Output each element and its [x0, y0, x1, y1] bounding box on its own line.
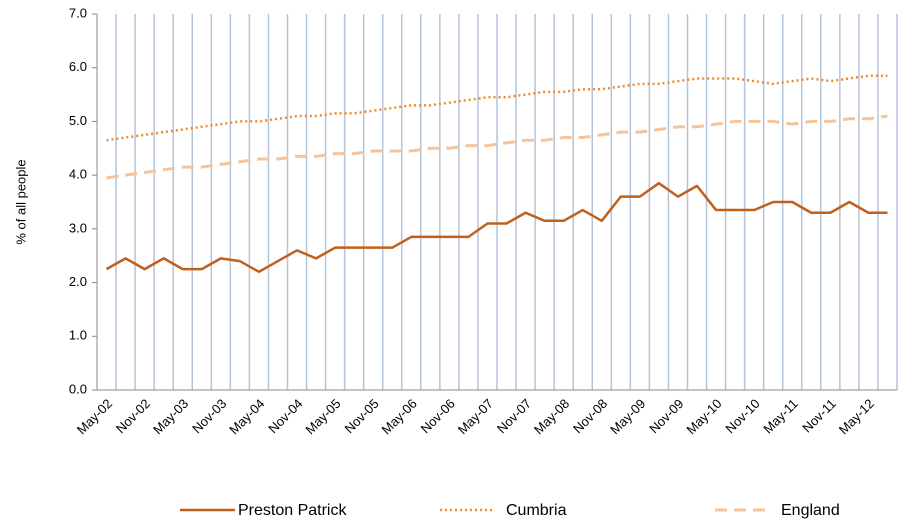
x-tick-label: Nov-08	[570, 396, 610, 436]
series-line	[105, 181, 888, 274]
x-tick-label: Nov-10	[722, 396, 762, 436]
legend-label: Preston Patrick	[238, 502, 347, 519]
x-tick-label: Nov-03	[189, 396, 229, 436]
x-tick-label: Nov-11	[799, 396, 839, 436]
x-tick-label: May-05	[302, 396, 343, 437]
x-tick-label: Nov-02	[113, 396, 153, 436]
y-tick-label: 6.0	[69, 59, 87, 74]
x-tick-label: May-02	[74, 396, 115, 437]
x-tick-label: May-04	[226, 396, 267, 437]
series-line	[106, 74, 888, 142]
legend-label: Cumbria	[506, 502, 567, 519]
x-tick-label: May-10	[683, 396, 724, 437]
legend-label: England	[781, 502, 840, 519]
y-tick-label: 5.0	[69, 113, 87, 128]
x-tick-label: May-07	[455, 396, 496, 437]
x-tick-label: May-06	[379, 396, 420, 437]
x-tick-label: Nov-04	[265, 396, 305, 436]
x-tick-label: May-03	[150, 396, 191, 437]
x-tick-label: May-11	[760, 396, 801, 437]
y-tick-label: 2.0	[69, 274, 87, 289]
x-tick-label: May-12	[836, 396, 877, 437]
x-tick-label: Nov-09	[646, 396, 686, 436]
x-tick-label: May-09	[607, 396, 648, 437]
y-tick-label: 3.0	[69, 220, 87, 235]
y-tick-label: 0.0	[69, 381, 87, 396]
x-tick-label: Nov-05	[341, 396, 381, 436]
x-tick-label: May-08	[531, 396, 572, 437]
y-tick-label: 7.0	[69, 5, 87, 20]
y-axis-label: % of all people	[13, 159, 28, 244]
series-line	[106, 114, 888, 180]
y-tick-label: 4.0	[69, 167, 87, 182]
y-tick-label: 1.0	[69, 328, 87, 343]
x-tick-label: Nov-06	[418, 396, 458, 436]
x-tick-label: Nov-07	[494, 396, 534, 436]
